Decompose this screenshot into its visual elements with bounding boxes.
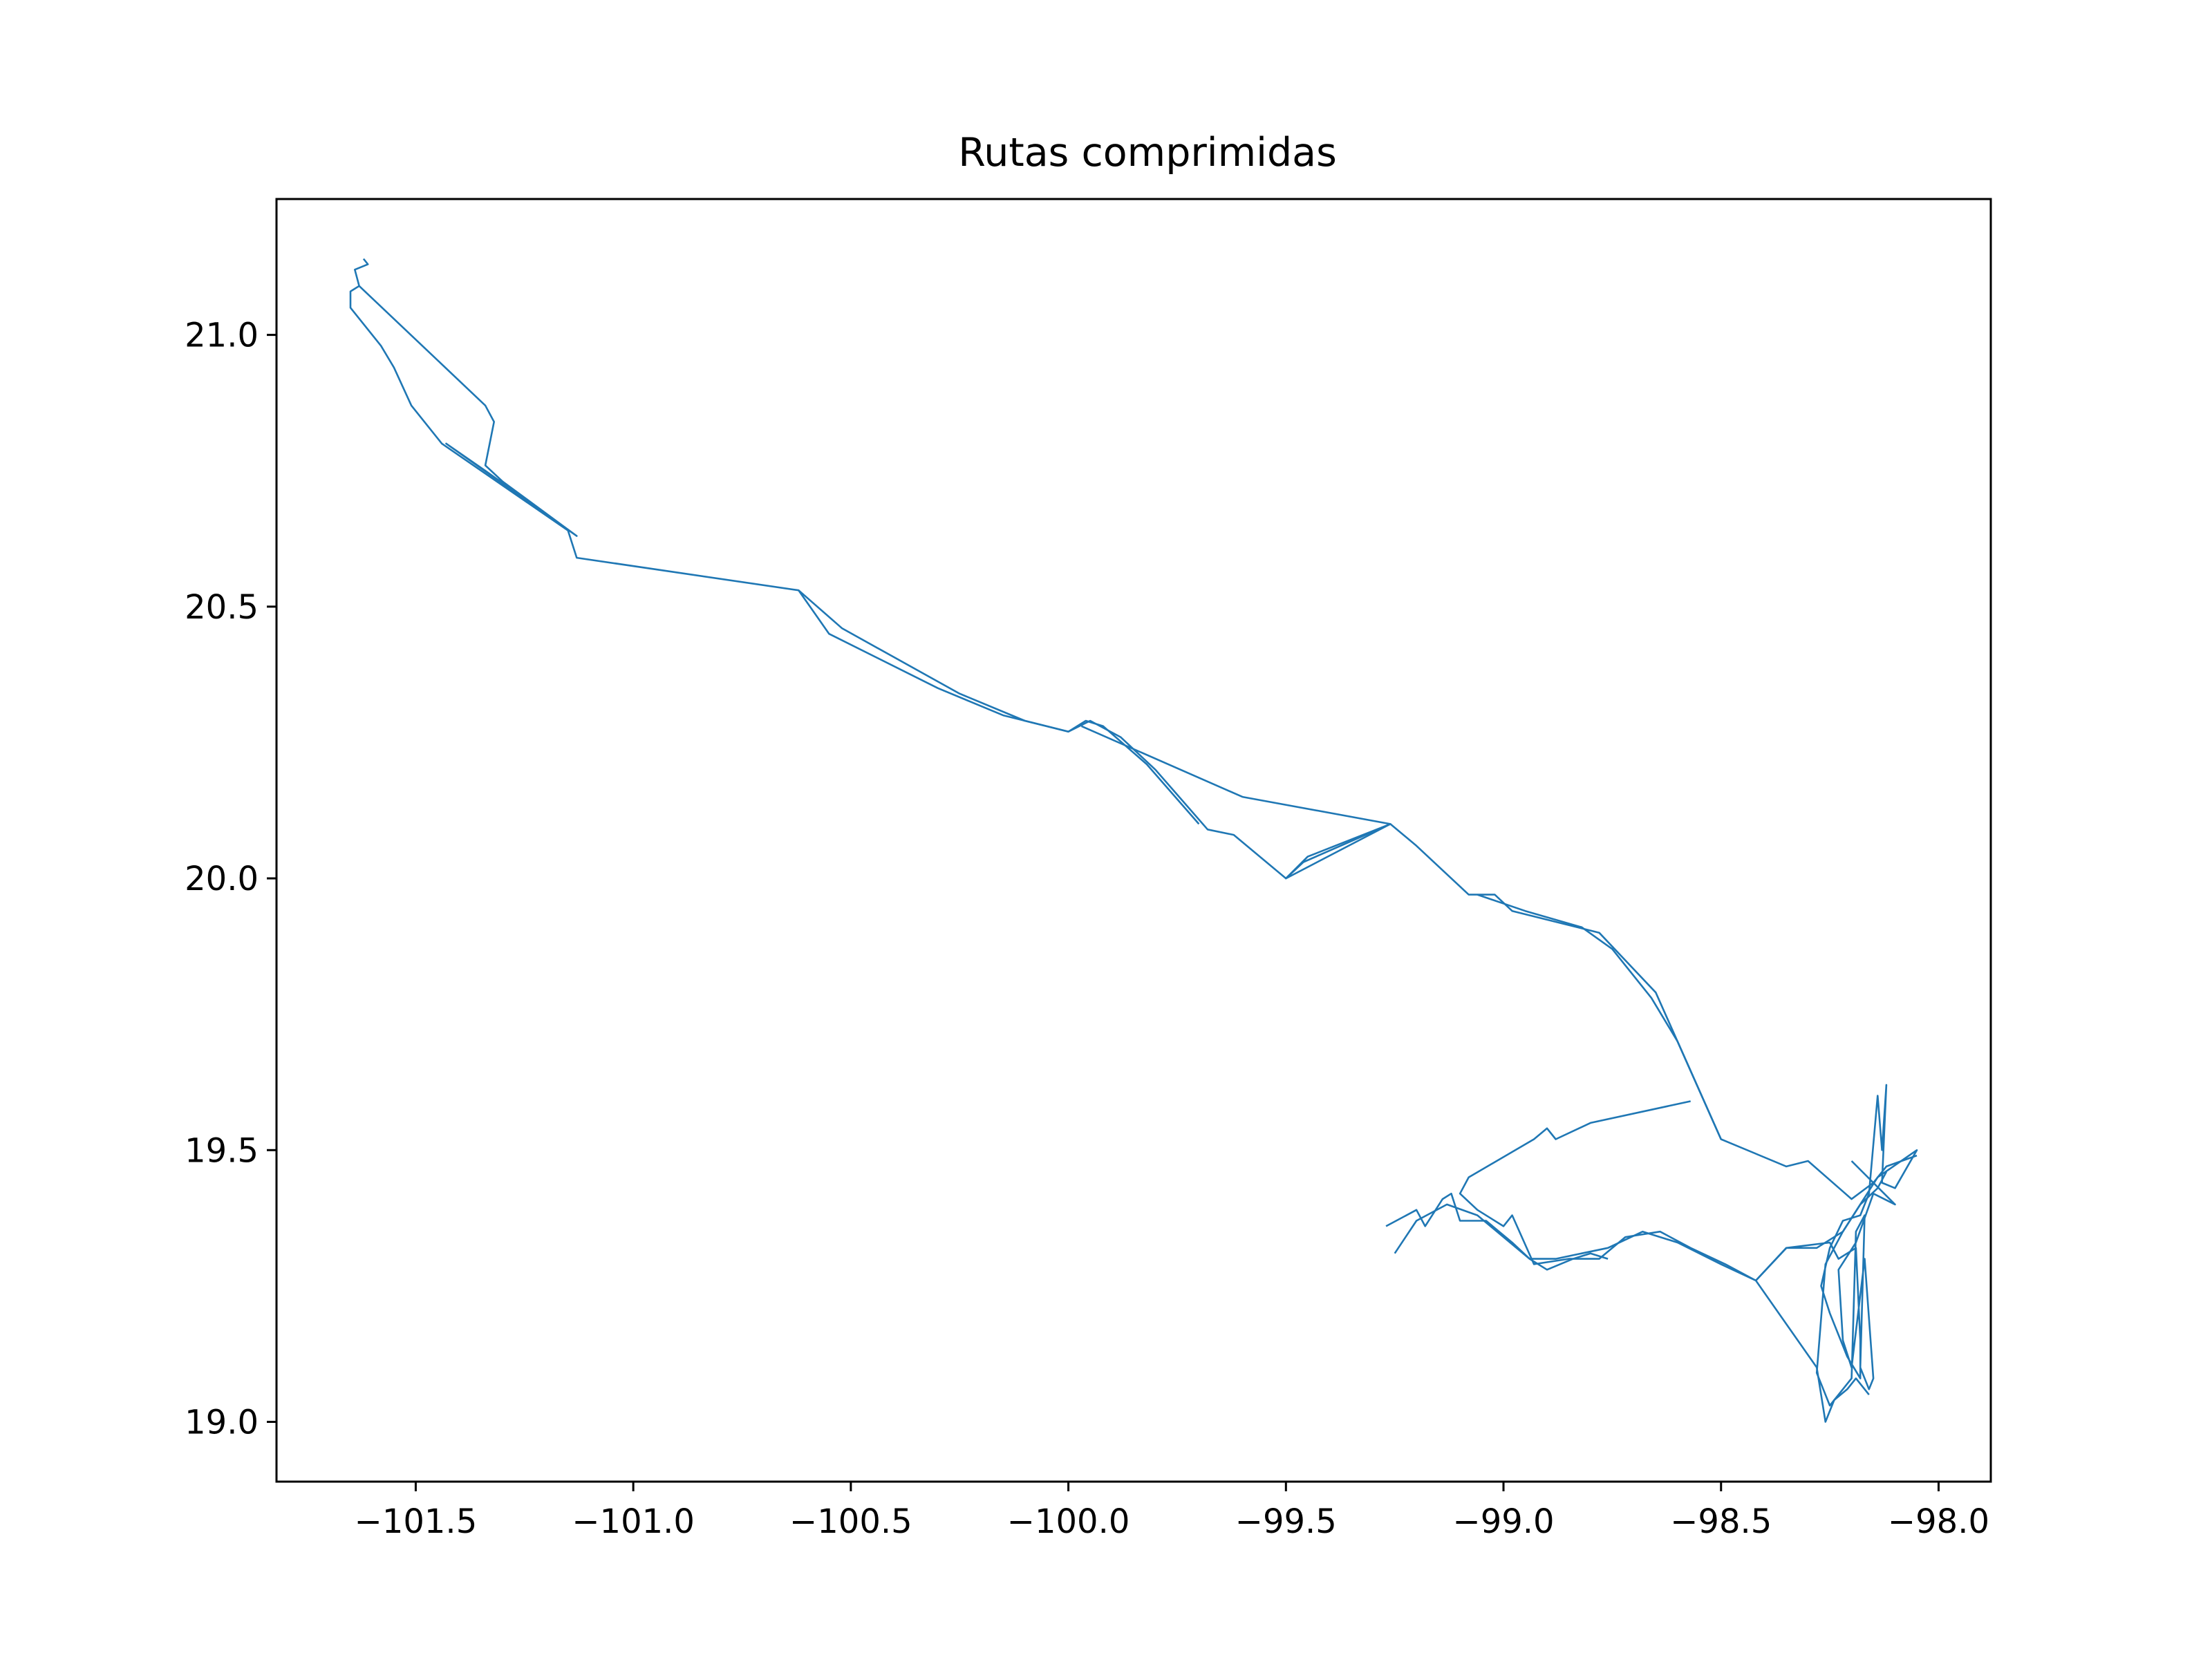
x-tick-label: −98.5 (1670, 1502, 1772, 1541)
x-tick-label: −101.5 (355, 1502, 478, 1541)
x-tick-label: −98.0 (1888, 1502, 1989, 1541)
y-tick-label: 19.5 (185, 1131, 259, 1170)
x-axis: −101.5 −101.0 −100.5 −100.0 −99.5 −99.0 −98.5 −… (355, 1482, 1989, 1541)
route-line-9 (1755, 1084, 1918, 1407)
x-tick-label: −99.0 (1452, 1502, 1554, 1541)
plot-area-frame (275, 198, 1992, 1483)
route-line-4 (1080, 725, 1391, 880)
route-line-3 (798, 589, 1200, 825)
route-line-8 (1394, 1203, 1609, 1271)
chart-title: Rutas comprimidas (958, 130, 1337, 176)
route-line-2 (358, 285, 578, 537)
x-tick-label: −100.5 (789, 1502, 912, 1541)
y-tick-label: 20.5 (185, 588, 259, 627)
x-tick-label: −101.0 (572, 1502, 695, 1541)
x-tick-label: −99.5 (1235, 1502, 1337, 1541)
y-tick-label: 21.0 (185, 317, 259, 355)
series-group (349, 258, 1918, 1423)
y-tick-label: 19.0 (185, 1403, 259, 1442)
y-axis: 19.0 19.5 20.0 20.5 21.0 (185, 317, 276, 1442)
route-line-7 (1385, 1192, 1870, 1423)
y-tick-label: 20.0 (185, 860, 259, 898)
x-tick-label: −100.0 (1007, 1502, 1130, 1541)
route-line-5 (1477, 894, 1722, 1140)
route-line-6 (1459, 1100, 1888, 1282)
